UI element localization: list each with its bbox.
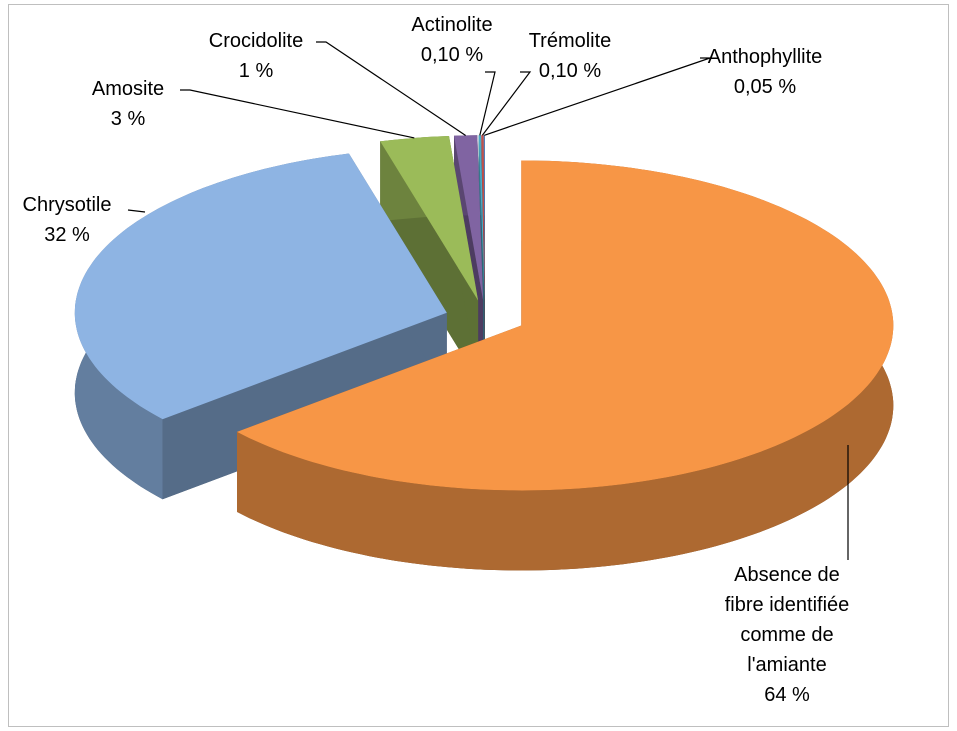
category-label: Chrysotile [22,194,112,216]
value-label: 3 % [110,108,146,130]
category-label: Crocidolite [208,30,304,52]
slice [481,135,485,301]
value-label: 0,05 % [733,76,797,98]
leader-line [127,209,146,213]
slice-label: Crocidolite 1 % [196,26,316,86]
leader-line [481,71,532,136]
category-label: Amosite [91,78,165,100]
leader-line [484,57,711,136]
category-label: Anthophyllite [707,46,823,68]
slice-label: Anthophyllite 0,05 % [690,42,840,102]
slice-label: Chrysotile 32 % [2,190,132,250]
slice-label: Absence de fibre identifiée comme de l'a… [712,560,862,710]
slice-label: Amosite 3 % [68,74,188,134]
value-label: 32 % [44,224,90,246]
value-label: 1 % [238,60,274,82]
slice-label: Trémolite 0,10 % [510,26,630,86]
slice [380,136,479,301]
slice-wall [162,312,447,500]
slice [483,135,485,301]
leader-line [479,71,496,136]
slice [478,135,485,301]
category-label: Trémolite [528,30,612,52]
slice-label: Actinolite 0,10 % [392,10,512,70]
slice [237,160,894,491]
slice [454,135,484,301]
leader-line [180,89,415,139]
value-label: 0,10 % [420,44,484,66]
category-label: Absence de fibre identifiée comme de l'a… [724,564,850,676]
category-label: Actinolite [411,14,493,36]
slice [74,153,447,420]
value-label: 0,10 % [538,60,602,82]
value-label: 64 % [764,684,810,706]
leader-line [316,41,466,136]
